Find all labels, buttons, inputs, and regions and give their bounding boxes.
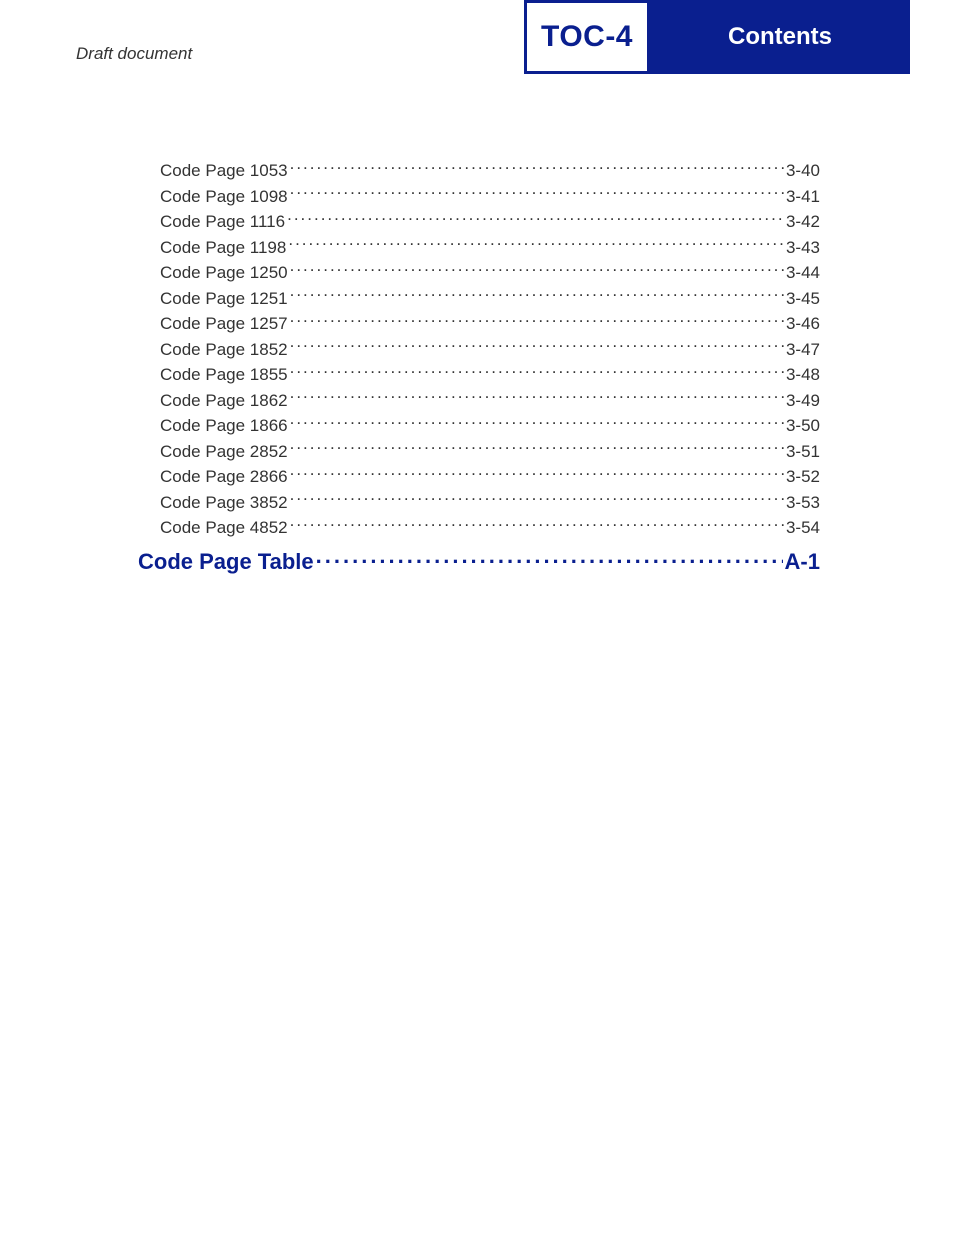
- toc-entry-page: 3-52: [786, 464, 820, 490]
- toc-entry[interactable]: Code Page 1866 3-50: [160, 413, 820, 439]
- toc-entry-label: Code Page 1257: [160, 311, 288, 337]
- toc-entry-label: Code Page 4852: [160, 515, 288, 541]
- toc-entry[interactable]: Code Page 1116 3-42: [160, 209, 820, 235]
- toc-leader: [290, 440, 784, 457]
- toc-entry-page: 3-43: [786, 235, 820, 261]
- toc-entry[interactable]: Code Page 2852 3-51: [160, 439, 820, 465]
- toc-leader: [290, 516, 784, 533]
- toc-entry-label: Code Page 1098: [160, 184, 288, 210]
- toc-leader: [290, 159, 784, 176]
- toc-leader: [290, 389, 784, 406]
- toc-entry-page: 3-48: [786, 362, 820, 388]
- toc-section-page: A-1: [785, 549, 824, 575]
- toc-entry[interactable]: Code Page 1198 3-43: [160, 235, 820, 261]
- toc-badge: TOC-4: [524, 0, 650, 74]
- toc-list: Code Page 1053 3-40 Code Page 1098 3-41 …: [160, 158, 820, 575]
- toc-entry[interactable]: Code Page 2866 3-52: [160, 464, 820, 490]
- toc-entry[interactable]: Code Page 1098 3-41: [160, 184, 820, 210]
- toc-entry-page: 3-41: [786, 184, 820, 210]
- toc-entry-label: Code Page 1866: [160, 413, 288, 439]
- toc-entry[interactable]: Code Page 1251 3-45: [160, 286, 820, 312]
- toc-entry[interactable]: Code Page 1053 3-40: [160, 158, 820, 184]
- toc-entry-page: 3-51: [786, 439, 820, 465]
- toc-entry-label: Code Page 1251: [160, 286, 288, 312]
- toc-entry-label: Code Page 1852: [160, 337, 288, 363]
- toc-entry-page: 3-45: [786, 286, 820, 312]
- toc-entry[interactable]: Code Page 4852 3-54: [160, 515, 820, 541]
- toc-entry-page: 3-47: [786, 337, 820, 363]
- toc-entry-label: Code Page 1053: [160, 158, 288, 184]
- page: Draft document TOC-4 Contents Code Page …: [0, 0, 954, 1235]
- toc-entry-label: Code Page 1116: [160, 209, 285, 235]
- toc-entry-label: Code Page 1250: [160, 260, 288, 286]
- toc-entry[interactable]: Code Page 1250 3-44: [160, 260, 820, 286]
- toc-entry-label: Code Page 3852: [160, 490, 288, 516]
- toc-entry[interactable]: Code Page 3852 3-53: [160, 490, 820, 516]
- toc-entry-page: 3-44: [786, 260, 820, 286]
- toc-leader: [290, 312, 784, 329]
- toc-entry[interactable]: Code Page 1855 3-48: [160, 362, 820, 388]
- toc-entry-page: 3-49: [786, 388, 820, 414]
- toc-leader: [290, 185, 784, 202]
- toc-entry-page: 3-42: [786, 209, 820, 235]
- toc-leader: [316, 547, 783, 569]
- toc-entry[interactable]: Code Page 1852 3-47: [160, 337, 820, 363]
- toc-entry-label: Code Page 2852: [160, 439, 288, 465]
- toc-leader: [290, 491, 784, 508]
- toc-section[interactable]: Code Page Table A-1: [138, 547, 824, 575]
- header-banner: TOC-4 Contents: [524, 0, 910, 74]
- toc-entry-page: 3-53: [786, 490, 820, 516]
- toc-leader: [287, 210, 784, 227]
- toc-entry-page: 3-54: [786, 515, 820, 541]
- toc-entry[interactable]: Code Page 1257 3-46: [160, 311, 820, 337]
- toc-section-label: Code Page Table: [138, 549, 314, 575]
- toc-entry-page: 3-40: [786, 158, 820, 184]
- toc-entry-label: Code Page 1855: [160, 362, 288, 388]
- toc-leader: [288, 236, 784, 253]
- toc-leader: [290, 261, 784, 278]
- draft-label: Draft document: [76, 44, 192, 64]
- toc-entry-page: 3-46: [786, 311, 820, 337]
- toc-entry[interactable]: Code Page 1862 3-49: [160, 388, 820, 414]
- contents-title: Contents: [650, 0, 910, 74]
- toc-entry-label: Code Page 1198: [160, 235, 286, 261]
- toc-leader: [290, 465, 784, 482]
- toc-leader: [290, 414, 784, 431]
- toc-leader: [290, 338, 784, 355]
- toc-leader: [290, 287, 784, 304]
- toc-entry-label: Code Page 2866: [160, 464, 288, 490]
- toc-entry-page: 3-50: [786, 413, 820, 439]
- toc-entry-label: Code Page 1862: [160, 388, 288, 414]
- toc-leader: [290, 363, 784, 380]
